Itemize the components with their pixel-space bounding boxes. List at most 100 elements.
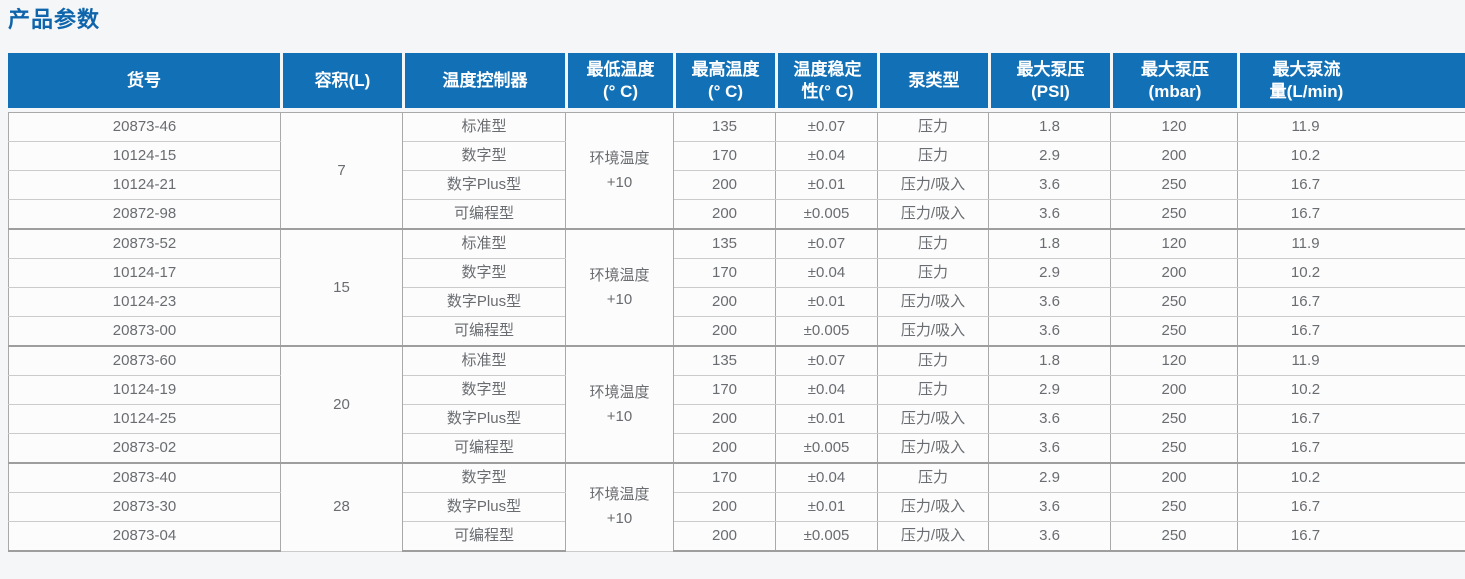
cell-max-flow: 11.9 xyxy=(1237,112,1465,142)
cell-max-temp: 200 xyxy=(673,492,776,522)
cell-stability: ±0.005 xyxy=(775,521,878,552)
page-title: 产品参数 xyxy=(8,7,101,32)
col-header-controller: 温度控制器 xyxy=(402,53,565,108)
cell-volume: 20 xyxy=(280,345,403,464)
cell-stability: ±0.01 xyxy=(775,404,878,434)
table-row: 10124-19 数字型 170 ±0.04 压力 2.9 200 10.2 xyxy=(8,375,1465,405)
cell-pump-type: 压力 xyxy=(877,112,989,142)
cell-item-no: 20873-04 xyxy=(8,521,281,552)
cell-pump-type: 压力/吸入 xyxy=(877,199,989,230)
cell-max-flow: 11.9 xyxy=(1237,228,1465,259)
cell-stability: ±0.005 xyxy=(775,199,878,230)
cell-max-pressure-psi: 3.6 xyxy=(988,199,1111,230)
table-row: 20873-46 7 标准型 环境温度 +10 135 ±0.07 压力 1.8 120 11.9 xyxy=(8,112,1465,230)
cell-stability: ±0.04 xyxy=(775,375,878,405)
cell-max-pressure-mbar: 200 xyxy=(1110,258,1238,288)
cell-controller: 数字Plus型 xyxy=(402,287,566,317)
cell-pump-type: 压力/吸入 xyxy=(877,433,989,464)
col-header-max-pressure-psi: 最大泵压 (PSI) xyxy=(988,53,1110,108)
table-header-row: 货号 容积(L) 温度控制器 最低温度 (° C) 最高温度 (° C) 温度稳定 性(°… xyxy=(8,53,1465,108)
cell-max-pressure-psi: 1.8 xyxy=(988,112,1111,142)
cell-item-no: 20873-02 xyxy=(8,433,281,464)
cell-max-temp: 200 xyxy=(673,287,776,317)
cell-item-no: 10124-23 xyxy=(8,287,281,317)
cell-controller: 数字型 xyxy=(402,258,566,288)
table-row: 20873-60 20 标准型 环境温度 +10 135 ±0.07 压力 1.8 120 11.… xyxy=(8,345,1465,464)
cell-stability: ±0.04 xyxy=(775,258,878,288)
cell-max-temp: 170 xyxy=(673,462,776,493)
cell-pump-type: 压力/吸入 xyxy=(877,492,989,522)
cell-stability: ±0.005 xyxy=(775,316,878,347)
cell-controller: 可编程型 xyxy=(402,521,566,552)
cell-pump-type: 压力 xyxy=(877,141,989,171)
cell-max-flow: 16.7 xyxy=(1237,492,1465,522)
cell-max-pressure-psi: 2.9 xyxy=(988,141,1111,171)
cell-pump-type: 压力/吸入 xyxy=(877,287,989,317)
cell-volume: 7 xyxy=(280,112,403,230)
cell-max-pressure-psi: 3.6 xyxy=(988,433,1111,464)
cell-item-no: 20873-30 xyxy=(8,492,281,522)
cell-max-flow: 10.2 xyxy=(1237,258,1465,288)
cell-controller: 数字Plus型 xyxy=(402,492,566,522)
cell-max-pressure-mbar: 250 xyxy=(1110,170,1238,200)
cell-item-no: 20872-98 xyxy=(8,199,281,230)
cell-stability: ±0.07 xyxy=(775,345,878,376)
col-header-pump-type: 泵类型 xyxy=(877,53,988,108)
cell-stability: ±0.07 xyxy=(775,112,878,142)
col-header-stability: 温度稳定 性(° C) xyxy=(775,53,877,108)
cell-max-pressure-mbar: 120 xyxy=(1110,112,1238,142)
cell-max-flow: 16.7 xyxy=(1237,521,1465,552)
table-row: 20872-98 可编程型 200 ±0.005 压力/吸入 3.6 250 16.7 xyxy=(8,199,1465,230)
cell-max-flow: 11.9 xyxy=(1237,345,1465,376)
table-row: 10124-15 数字型 170 ±0.04 压力 2.9 200 10.2 xyxy=(8,141,1465,171)
cell-max-pressure-mbar: 200 xyxy=(1110,375,1238,405)
cell-max-pressure-psi: 3.6 xyxy=(988,170,1111,200)
cell-controller: 数字型 xyxy=(402,375,566,405)
cell-min-temp: 环境温度 +10 xyxy=(565,112,674,230)
cell-pump-type: 压力 xyxy=(877,462,989,493)
cell-max-pressure-mbar: 250 xyxy=(1110,316,1238,347)
cell-max-flow: 10.2 xyxy=(1237,375,1465,405)
cell-max-temp: 135 xyxy=(673,112,776,142)
cell-max-pressure-psi: 2.9 xyxy=(988,462,1111,493)
cell-max-flow: 16.7 xyxy=(1237,170,1465,200)
cell-pump-type: 压力 xyxy=(877,228,989,259)
cell-controller: 标准型 xyxy=(402,112,566,142)
cell-max-pressure-mbar: 250 xyxy=(1110,492,1238,522)
table-row: 10124-17 数字型 170 ±0.04 压力 2.9 200 10.2 xyxy=(8,258,1465,288)
cell-max-temp: 170 xyxy=(673,258,776,288)
cell-max-temp: 170 xyxy=(673,141,776,171)
cell-controller: 可编程型 xyxy=(402,433,566,464)
cell-max-pressure-psi: 3.6 xyxy=(988,287,1111,317)
col-header-max-flow: 最大泵流 量(L/min) xyxy=(1237,53,1465,108)
cell-volume: 15 xyxy=(280,228,403,347)
cell-max-pressure-psi: 2.9 xyxy=(988,375,1111,405)
cell-max-flow: 16.7 xyxy=(1237,433,1465,464)
cell-stability: ±0.01 xyxy=(775,287,878,317)
cell-max-temp: 200 xyxy=(673,316,776,347)
cell-stability: ±0.04 xyxy=(775,141,878,171)
cell-max-pressure-mbar: 120 xyxy=(1110,228,1238,259)
cell-item-no: 10124-19 xyxy=(8,375,281,405)
cell-max-pressure-mbar: 250 xyxy=(1110,404,1238,434)
cell-item-no: 20873-60 xyxy=(8,345,281,376)
cell-max-pressure-psi: 3.6 xyxy=(988,316,1111,347)
cell-max-flow: 16.7 xyxy=(1237,316,1465,347)
cell-item-no: 10124-17 xyxy=(8,258,281,288)
cell-max-pressure-psi: 3.6 xyxy=(988,404,1111,434)
cell-item-no: 20873-52 xyxy=(8,228,281,259)
cell-stability: ±0.07 xyxy=(775,228,878,259)
cell-max-temp: 200 xyxy=(673,170,776,200)
cell-min-temp: 环境温度 +10 xyxy=(565,228,674,347)
cell-item-no: 10124-15 xyxy=(8,141,281,171)
cell-max-pressure-mbar: 250 xyxy=(1110,521,1238,552)
spec-table: 20873-46 7 标准型 环境温度 +10 135 ±0.07 压力 1.8 120 11.9… xyxy=(8,112,1465,552)
cell-stability: ±0.01 xyxy=(775,492,878,522)
cell-item-no: 20873-40 xyxy=(8,462,281,493)
table-row: 10124-21 数字Plus型 200 ±0.01 压力/吸入 3.6 250 16.7 xyxy=(8,170,1465,200)
cell-max-pressure-mbar: 120 xyxy=(1110,345,1238,376)
cell-max-temp: 135 xyxy=(673,345,776,376)
col-header-max-temp: 最高温度 (° C) xyxy=(673,53,775,108)
col-header-min-temp: 最低温度 (° C) xyxy=(565,53,673,108)
